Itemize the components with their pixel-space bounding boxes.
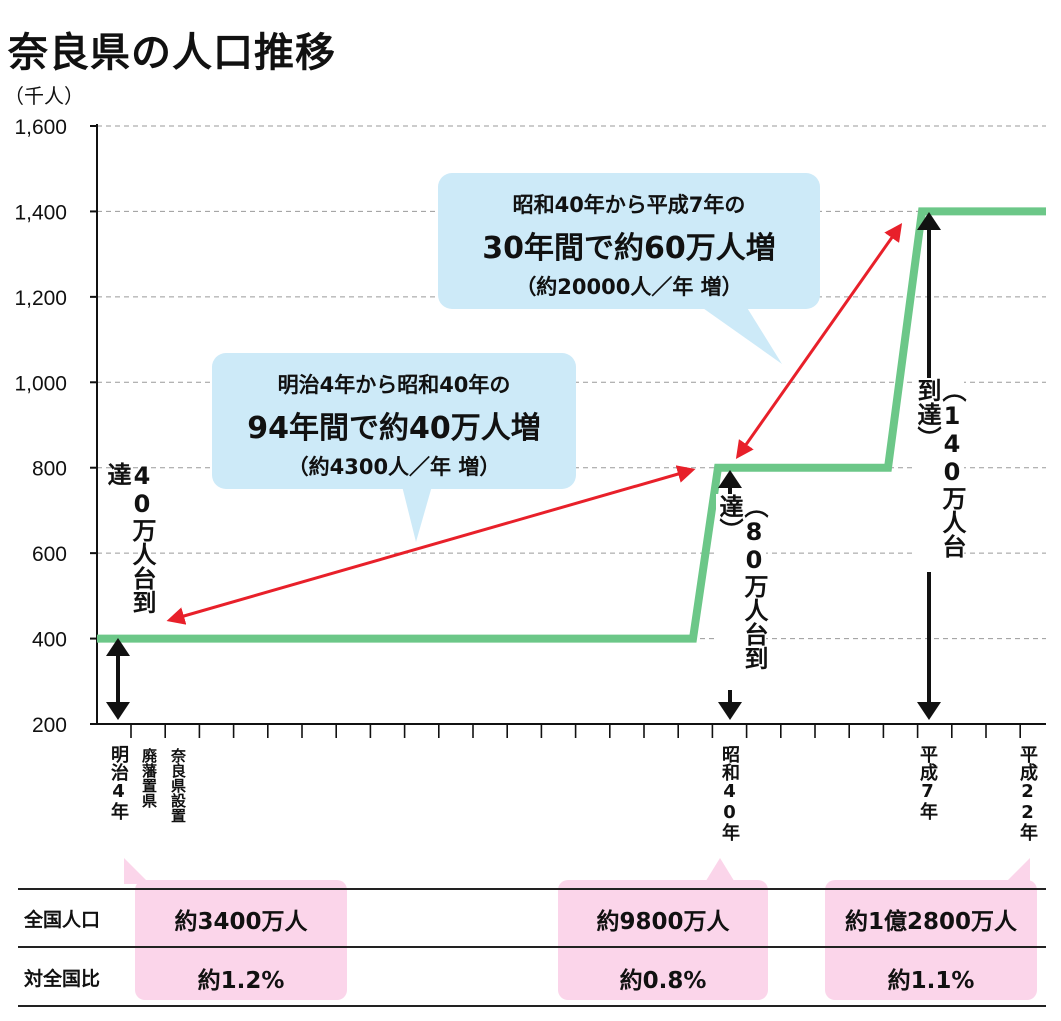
range-arrow-80man-head-bottom [718,702,742,720]
cell-ratio-showa: 約0.8% [619,968,707,994]
y-axis-unit: （千人） [4,84,84,108]
range-arrow-40man-head-top [106,638,130,656]
bubble-2-line3: （約20000人／年 増） [515,275,743,299]
x-label-haihan: 廃藩置県 [140,748,158,808]
x-label-meiji4: 明治4年 [108,745,129,820]
row-label-national-population: 全国人口 [24,909,101,931]
table-rule-top [18,888,1046,890]
range-arrow-40man-head-bottom [106,702,130,720]
highlight-tail-1 [124,858,150,884]
table-rule-mid [18,946,1046,948]
y-axis-ticks: 200 400 600 800 1,000 1,200 1,400 1,600 [14,116,97,737]
y-tick-label: 200 [32,714,67,737]
increase-bubble-2: 昭和40年から平成7年の 30年間で約60万人増 （約20000人／年 増） [438,173,820,309]
cell-national-pop-heisei: 約1億2800万人 [844,909,1018,935]
x-label-showa40: 昭和40年 [719,745,740,841]
highlight-tail-3 [1004,858,1030,884]
cell-national-pop-showa: 約9800万人 [596,909,730,935]
bubble-2-line1: 昭和40年から平成7年の [512,193,746,217]
y-tick-label: 600 [32,543,67,566]
increase-arrow-2 [735,223,903,459]
cell-ratio-heisei: 約1.1% [887,968,975,994]
x-axis-ticks [130,724,1022,738]
highlight-col-3 [825,880,1037,1000]
x-label-nara-setchi: 奈良県設置 [169,748,187,823]
annotation-140man: （140万人台到達） [913,378,966,572]
y-tick-label: 400 [32,629,67,652]
bubble-1-tail [402,486,432,542]
bubble-1-line3: （約4300人／年 増） [287,455,501,479]
range-arrow-140man-head-top [917,212,941,230]
y-tick-label: 1,000 [14,372,67,395]
highlight-col-2 [558,880,768,1000]
range-arrow-80man-head-top [718,470,742,488]
cell-ratio-meiji: 約1.2% [197,968,285,994]
cell-national-pop-meiji: 約3400万人 [174,909,308,935]
y-tick-label: 1,400 [14,201,67,224]
population-line [97,207,1046,643]
y-tick-label: 800 [32,458,67,481]
increase-arrow-1 [166,465,696,625]
row-label-national-ratio: 対全国比 [24,968,101,990]
annotation-40man: 40万人台到達 [103,462,156,614]
chart-title: 奈良県の人口推移 [8,30,336,76]
bubble-1-line2: 94年間で約40万人増 [247,411,541,446]
x-label-heisei22: 平成22年 [1017,745,1038,841]
y-tick-label: 1,600 [14,116,67,139]
axes [96,124,1046,725]
highlight-tail-2 [704,858,736,884]
highlight-col-1 [135,880,347,1000]
bubble-1-line1: 明治4年から昭和40年の [277,373,511,397]
increase-bubble-1: 明治4年から昭和40年の 94年間で約40万人増 （約4300人／年 増） [212,353,576,489]
x-label-heisei7: 平成7年 [917,745,938,820]
annotation-80man: （80万人台到達） [715,494,768,690]
bubble-2-line2: 30年間で約60万人増 [482,231,776,266]
y-tick-label: 1,200 [14,287,67,310]
table-rule-bottom [18,1005,1046,1007]
population-chart: 200 400 600 800 1,000 1,200 1,400 1,600 [14,116,1046,738]
series-lines [97,207,1046,643]
bubble-2-tail [700,306,782,364]
range-arrow-140man-head-bottom [917,702,941,720]
